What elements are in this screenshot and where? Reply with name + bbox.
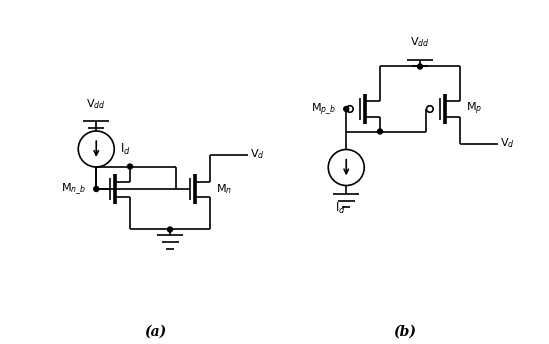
Circle shape (167, 227, 172, 232)
Text: (b): (b) (394, 325, 417, 339)
Text: M$_p$: M$_p$ (466, 101, 482, 117)
Text: V$_d$: V$_d$ (500, 137, 514, 150)
Circle shape (127, 164, 132, 169)
Text: V$_{dd}$: V$_{dd}$ (410, 36, 430, 50)
Text: M$_{p\_b}$: M$_{p\_b}$ (311, 101, 336, 117)
Circle shape (94, 186, 99, 192)
Text: V$_d$: V$_d$ (250, 148, 265, 161)
Text: I$_d$: I$_d$ (335, 201, 346, 216)
Circle shape (378, 129, 383, 134)
Circle shape (344, 107, 349, 111)
Text: M$_{n\_b}$: M$_{n\_b}$ (61, 181, 86, 197)
Text: V$_{dd}$: V$_{dd}$ (86, 97, 106, 111)
Circle shape (417, 64, 423, 69)
Text: I$_d$: I$_d$ (120, 141, 131, 157)
Text: (a): (a) (144, 325, 166, 339)
Text: M$_n$: M$_n$ (216, 182, 232, 196)
